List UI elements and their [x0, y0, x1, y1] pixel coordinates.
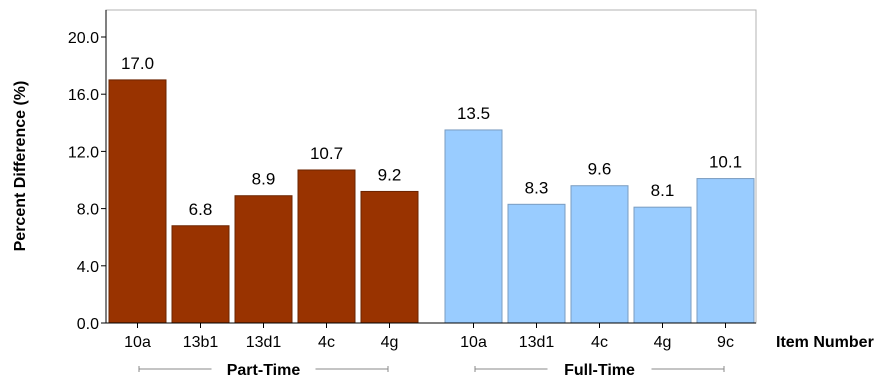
bar: [507, 203, 566, 324]
x-tick-label: 13d1: [246, 334, 282, 351]
x-tick-label: 4g: [654, 334, 672, 351]
bar: [633, 206, 692, 324]
y-tick-label: 8.0: [77, 202, 99, 219]
x-tick-label: 10a: [124, 334, 151, 351]
group-labels: Part-Time Full-Time: [138, 362, 725, 377]
y-tick-label: 16.0: [68, 87, 99, 104]
bar-value-label: 8.3: [525, 178, 549, 197]
x-axis: 10a 13b1 13d1 4c 4g 10a 13d1 4c 4g 9c: [106, 322, 756, 351]
y-axis: 0.0 4.0 8.0 12.0 16.0 20.0: [68, 10, 107, 333]
x-tick-label: 13d1: [519, 334, 555, 351]
y-tick-label: 0.0: [77, 316, 99, 333]
bar-value-label: 6.8: [189, 200, 213, 219]
bar: [570, 185, 629, 324]
y-tick-label: 4.0: [77, 259, 99, 276]
bars: 17.0 6.8 8.9 10.7 9.2 13.5 8.3 9.6 8.1 10.1: [108, 54, 755, 324]
bar: [108, 79, 167, 324]
x-tick-label: 13b1: [183, 334, 219, 351]
group-label: Full-Time: [564, 362, 635, 377]
bar-value-label: 17.0: [121, 54, 154, 73]
bar: [234, 195, 293, 324]
bar-value-label: 8.9: [252, 170, 276, 189]
bar-value-label: 10.1: [709, 153, 742, 172]
bar: [444, 129, 503, 324]
x-tick-label: 4c: [591, 334, 608, 351]
x-tick-label: 4c: [318, 334, 335, 351]
bar-value-label: 8.1: [651, 181, 675, 200]
x-tick-label: 10a: [460, 334, 487, 351]
bar: [360, 190, 419, 324]
bar-value-label: 10.7: [310, 144, 343, 163]
bar: [696, 178, 755, 324]
y-axis-title: Percent Difference (%): [12, 81, 29, 252]
bar-value-label: 13.5: [457, 104, 490, 123]
bar-value-label: 9.6: [588, 160, 612, 179]
bar-value-label: 9.2: [378, 165, 402, 184]
x-tick-label: 4g: [381, 334, 399, 351]
bar: [297, 169, 356, 324]
y-tick-label: 12.0: [68, 144, 99, 161]
x-axis-title: Item Number: [776, 334, 874, 351]
y-tick-label: 20.0: [68, 30, 99, 47]
x-tick-label: 9c: [717, 334, 734, 351]
group-label: Part-Time: [227, 362, 301, 377]
bar: [171, 225, 230, 324]
